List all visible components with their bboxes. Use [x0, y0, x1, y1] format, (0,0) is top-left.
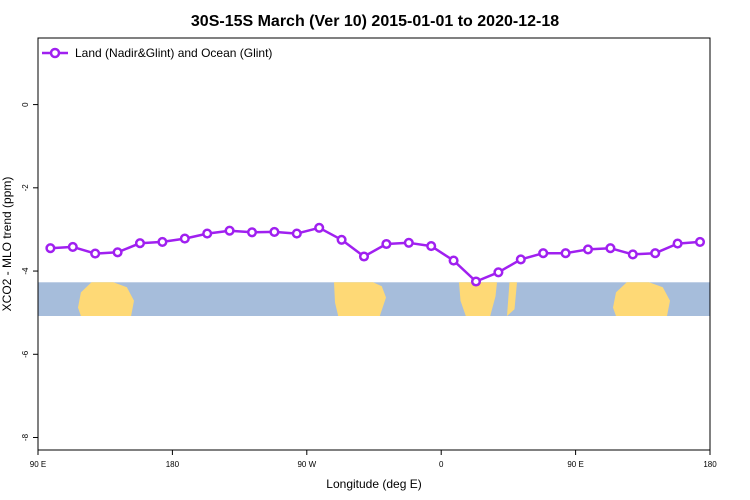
legend-label: Land (Nadir&Glint) and Ocean (Glint) — [75, 46, 272, 60]
y-tick-label: -4 — [21, 267, 30, 275]
series-line — [50, 226, 701, 283]
y-tick-label: 0 — [21, 102, 30, 107]
data-point — [448, 255, 459, 266]
data-point — [493, 267, 504, 278]
data-point — [202, 228, 213, 239]
data-point — [470, 276, 482, 287]
y-tick-label: -6 — [21, 350, 30, 358]
legend: Land (Nadir&Glint) and Ocean (Glint) — [42, 46, 272, 60]
south-america-landmass — [334, 282, 386, 316]
y-tick-label: -2 — [21, 184, 30, 192]
australia-landmass — [78, 282, 134, 316]
legend-marker — [49, 47, 61, 59]
data-point — [605, 243, 616, 254]
data-point — [582, 244, 594, 255]
data-point — [358, 251, 370, 262]
series-layer — [45, 222, 706, 287]
data-point — [538, 248, 549, 259]
data-point — [224, 225, 235, 236]
data-point — [179, 233, 190, 244]
chart-title: 30S-15S March (Ver 10) 2015-01-01 to 202… — [191, 13, 559, 30]
x-axis-label: Longitude (deg E) — [326, 477, 421, 491]
x-tick-label: 180 — [166, 460, 180, 469]
data-point — [381, 238, 392, 250]
data-point — [672, 238, 683, 249]
data-point — [426, 241, 437, 252]
data-point — [112, 247, 123, 258]
data-point — [314, 222, 325, 233]
madagascar-landmass — [507, 282, 517, 316]
australia-landmass-repeat — [613, 282, 670, 316]
data-point — [627, 249, 638, 260]
x-tick-label: 0 — [439, 460, 444, 469]
data-point — [403, 237, 414, 248]
data-point — [157, 236, 168, 247]
plot-frame — [37, 37, 711, 451]
data-point — [134, 238, 146, 249]
data-point — [560, 248, 571, 259]
africa-landmass — [459, 282, 497, 316]
x-axis: 90 E 180 90 W 0 90 E 180 — [30, 450, 717, 469]
y-tick-label: -8 — [21, 433, 30, 441]
data-point — [90, 248, 101, 259]
data-point — [650, 248, 661, 259]
x-tick-label: 90 E — [567, 460, 583, 469]
x-tick-label: 90 E — [30, 460, 46, 469]
y-axis: 0 -2 -4 -6 -8 — [21, 102, 38, 441]
data-point — [694, 236, 706, 247]
data-point — [45, 243, 56, 254]
data-point — [269, 226, 280, 237]
y-axis-label: XCO2 - MLO trend (ppm) — [0, 177, 14, 312]
data-point — [515, 254, 526, 265]
x-tick-label: 180 — [703, 460, 717, 469]
x-tick-label: 90 W — [297, 460, 316, 469]
data-point — [336, 234, 347, 245]
data-point — [291, 228, 302, 239]
data-point — [67, 241, 78, 252]
data-point — [246, 227, 258, 238]
land-ocean-map — [38, 282, 710, 316]
